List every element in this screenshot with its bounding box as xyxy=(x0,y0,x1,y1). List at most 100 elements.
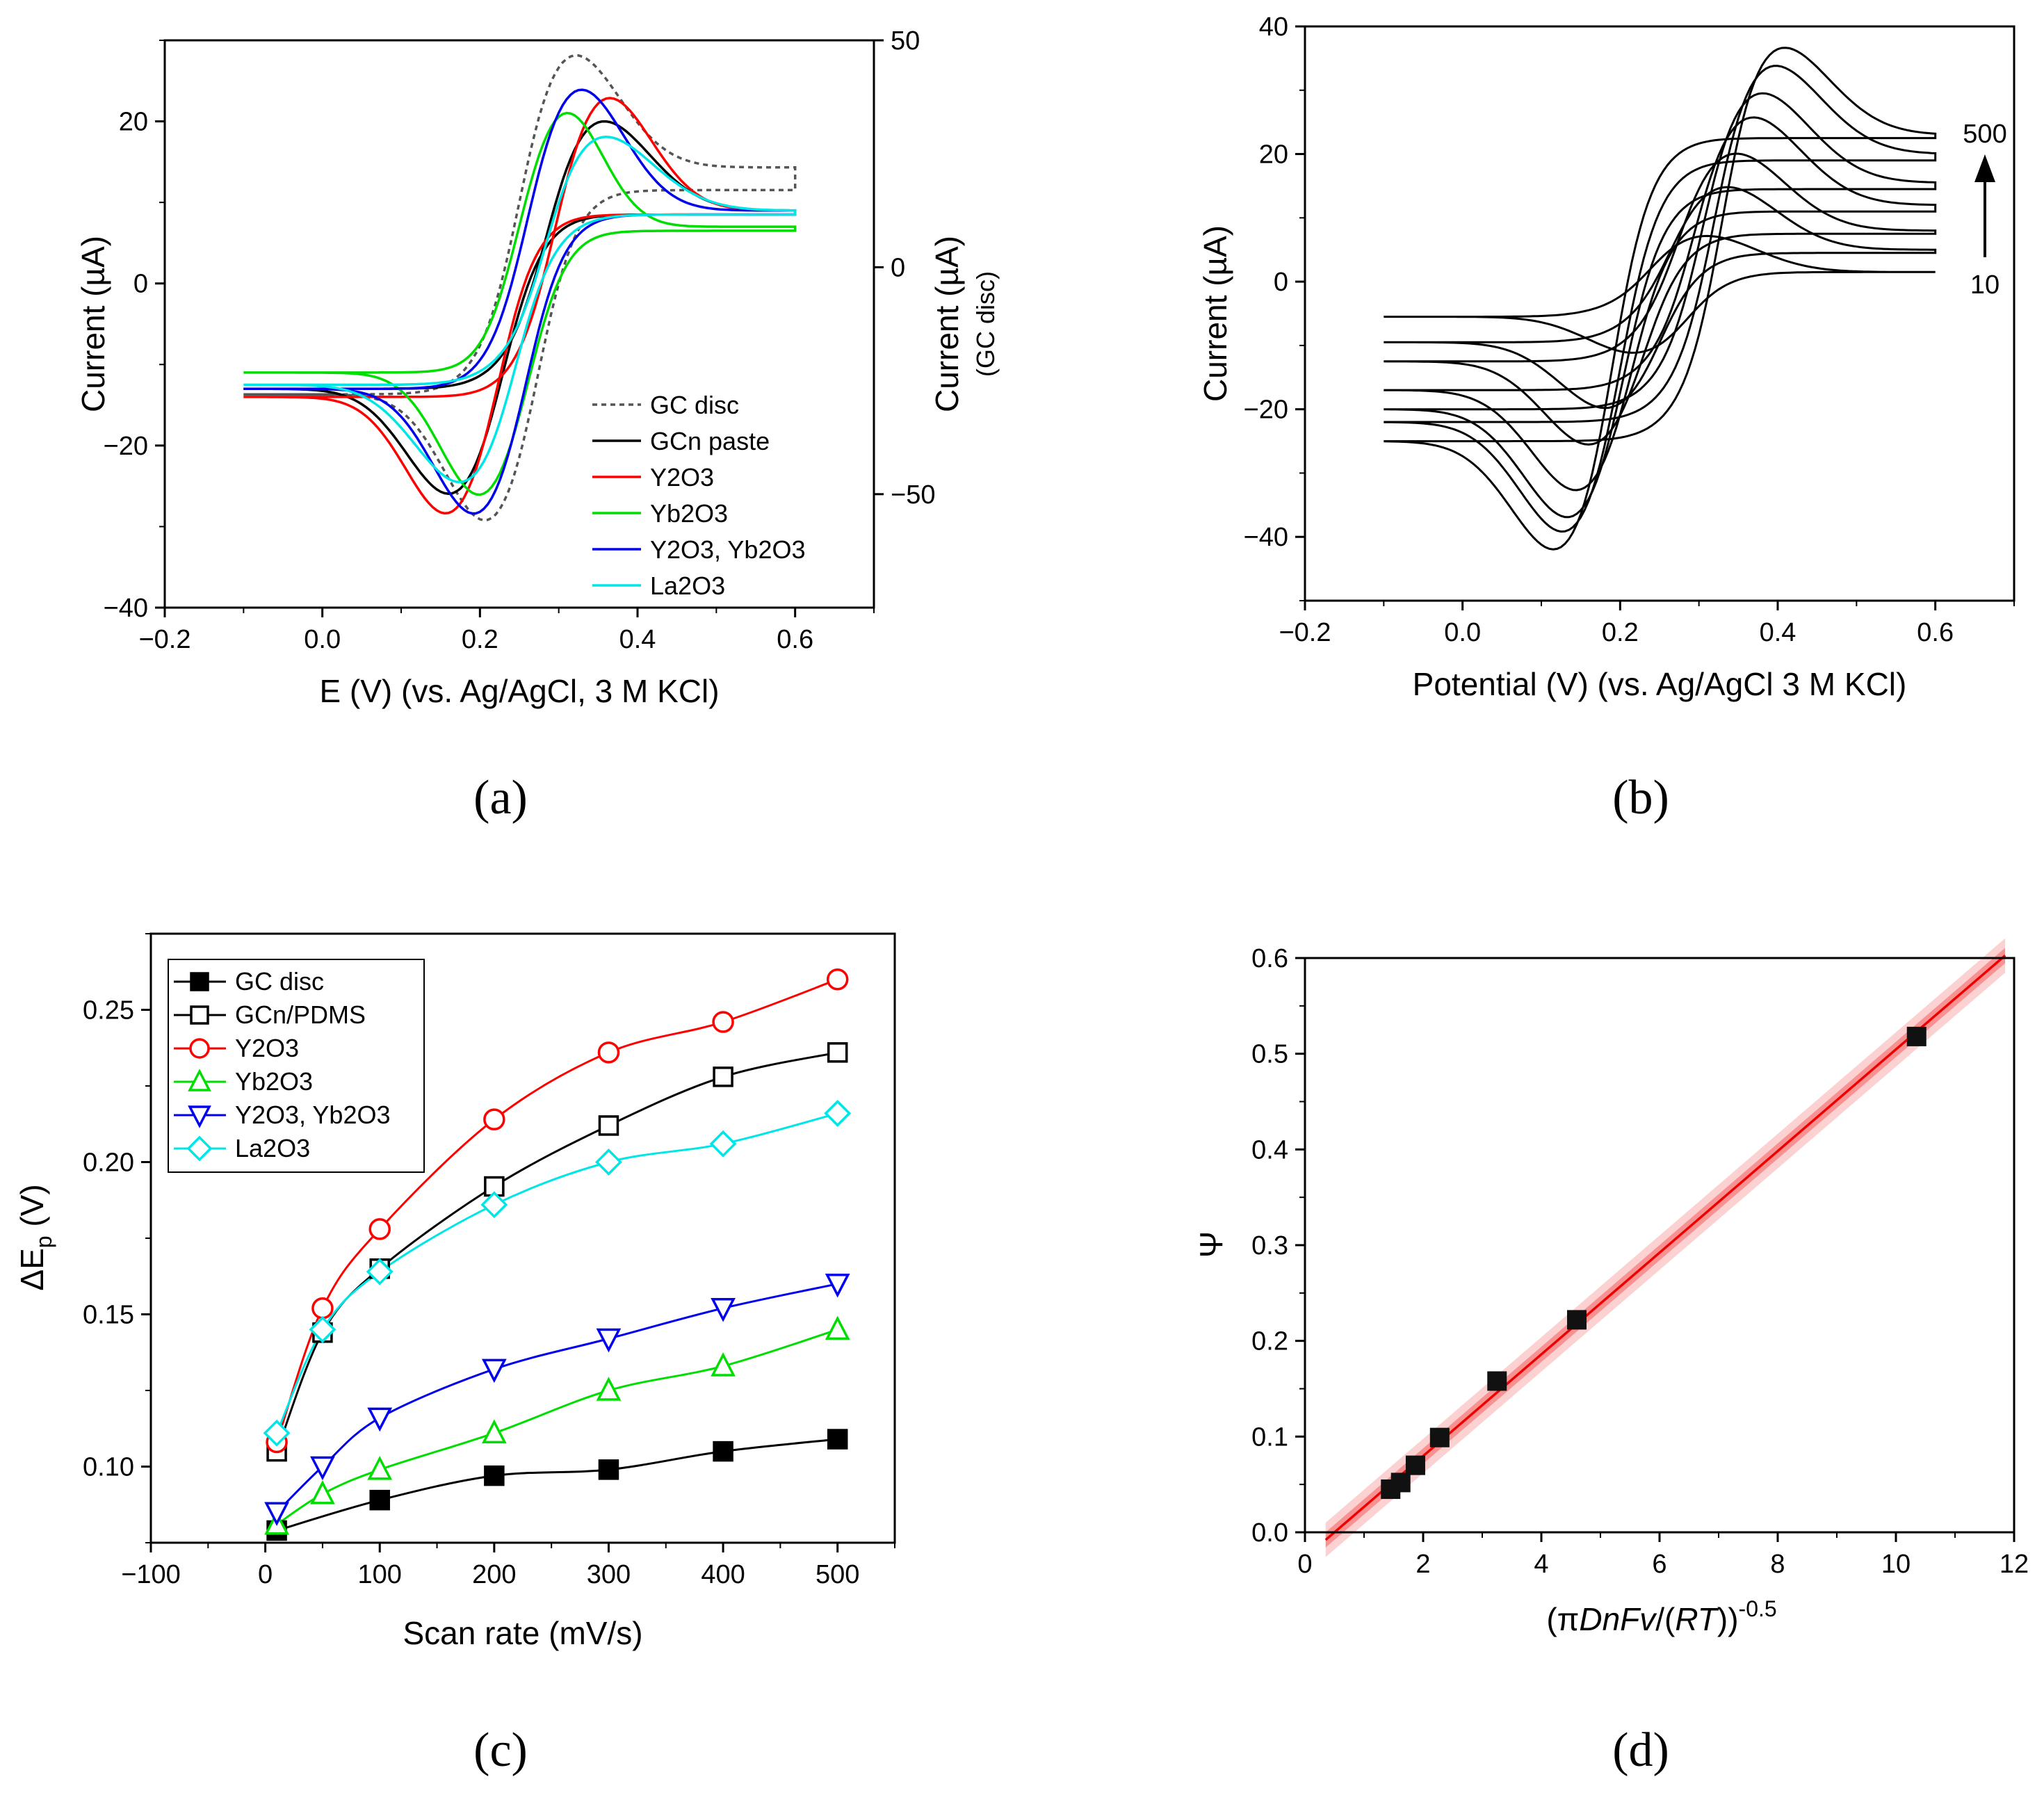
panel-a-x-ticks: −0.2 0.0 0.2 0.4 0.6 xyxy=(138,608,875,654)
panel-d-x-tick-label: 2 xyxy=(1416,1550,1430,1579)
panel-c-x-tick-label: 500 xyxy=(816,1560,859,1589)
panel-d-x-ticks: 0 2 4 6 8 10 12 xyxy=(1297,1532,2029,1579)
panel-b-scan-rate-arrow xyxy=(1974,154,1995,257)
panel-d-x-tick-label: 4 xyxy=(1534,1550,1548,1579)
panel-c-y-label-main: ΔE xyxy=(14,1248,50,1290)
panel-c-y-label: ΔEp (V) xyxy=(14,1184,56,1290)
panel-b-label: (b) xyxy=(1612,771,1669,825)
panel-b-y-tick-label: −20 xyxy=(1244,396,1288,425)
panel-d-point xyxy=(1429,1427,1450,1447)
panel-c-x-label: Scan rate (mV/s) xyxy=(403,1615,642,1651)
panel-a-x-tick-label: 0.6 xyxy=(777,625,813,654)
panel-d-x-label-close: )) xyxy=(1717,1601,1739,1637)
panel-c-legend-marker-gcn-pdms xyxy=(190,1005,209,1025)
panel-c-point-yb2o3 xyxy=(481,1419,507,1444)
panel-a-y-ticks: −40 −20 0 20 xyxy=(104,40,165,623)
panel-c-x-tick-label: 100 xyxy=(358,1560,402,1589)
panel-c-point-gc-disc xyxy=(369,1489,390,1511)
panel-c-x-ticks: −100 0 100 200 300 400 500 xyxy=(121,1543,895,1589)
panel-a-y2-ticks: −50 0 50 xyxy=(874,26,935,510)
panel-d-point xyxy=(1906,1026,1927,1046)
panel-b-curve-400 xyxy=(1384,65,1937,533)
panel-c-legend-label-la2o3: La2O3 xyxy=(235,1134,310,1162)
panel-c-y-tick-label: 0.25 xyxy=(83,996,134,1025)
panel-c-legend-label-y2o3: Y2O3 xyxy=(235,1034,299,1062)
panel-a-frame xyxy=(163,39,875,609)
panel-b: −0.2 0.0 0.2 0.4 0.6 −40 −20 0 20 40 Potential (… xyxy=(1197,13,2015,825)
panel-c-y-tick-label: 0.15 xyxy=(83,1301,134,1330)
panel-d-series xyxy=(1324,938,2006,1557)
panel-d-x-tick-label: 0 xyxy=(1297,1550,1312,1579)
panel-b-curve-10 xyxy=(1384,234,1936,354)
panel-b-curve-300 xyxy=(1384,92,1937,519)
panel-c-point-gc-disc xyxy=(827,1429,848,1450)
panel-c-point-la2o3 xyxy=(309,1315,336,1343)
panel-b-curve-100 xyxy=(1384,152,1937,446)
panel-c-point-la2o3 xyxy=(594,1149,622,1176)
panel-c-legend-box xyxy=(168,959,425,1173)
panel-d-point xyxy=(1567,1310,1587,1330)
panel-c-legend-marker-y2o3 xyxy=(189,1038,210,1059)
panel-c-label: (c) xyxy=(473,1723,528,1777)
panel-c-point-y2o3-yb2o3 xyxy=(711,1297,736,1322)
panel-c-legend-label-y2o3-yb2o3: Y2O3, Yb2O3 xyxy=(235,1101,391,1129)
panel-a-y2-sublabel: (GC disc) xyxy=(971,271,1000,377)
panel-c-point-la2o3 xyxy=(709,1130,737,1158)
panel-d-y-ticks: 0.0 0.1 0.2 0.3 0.4 0.5 0.6 xyxy=(1251,944,1305,1548)
panel-b-curve-200 xyxy=(1384,116,1937,492)
panel-d-label: (d) xyxy=(1612,1723,1669,1777)
panel-a-curve-gc-disc xyxy=(243,54,797,522)
panel-a-legend-label-y2o3-yb2o3: Y2O3, Yb2O3 xyxy=(650,535,806,564)
panel-a-y-tick-label: −20 xyxy=(104,432,148,461)
panel-a-x-tick-label: 0.0 xyxy=(304,625,341,654)
panel-a-label: (a) xyxy=(473,771,528,825)
panel-c-point-y2o3 xyxy=(597,1041,620,1064)
panel-c-y-tick-label: 0.10 xyxy=(83,1453,134,1482)
panel-c-point-y2o3 xyxy=(483,1108,505,1130)
panel-a-curve-yb2o3 xyxy=(243,111,797,496)
panel-c-point-yb2o3 xyxy=(825,1315,850,1340)
panel-c-point-y2o3 xyxy=(368,1218,391,1240)
panel-c-point-y2o3-yb2o3 xyxy=(596,1328,622,1353)
panel-c-point-gc-disc xyxy=(713,1441,733,1462)
panel-a-x-label: E (V) (vs. Ag/AgCl, 3 M KCl) xyxy=(319,673,719,709)
panel-c-point-y2o3 xyxy=(712,1011,734,1033)
panel-d-x-label: (πDnFv/(RT))-0.5 xyxy=(1546,1596,1776,1637)
panel-a-y2-tick-label: 0 xyxy=(891,253,905,282)
panel-c-point-gc-disc xyxy=(484,1465,505,1486)
panel-c-point-y2o3-yb2o3 xyxy=(481,1358,507,1384)
panel-b-x-tick-label: 0.0 xyxy=(1444,618,1481,647)
panel-c-line-gc-disc xyxy=(276,1438,838,1532)
panel-c-legend-label-yb2o3: Yb2O3 xyxy=(235,1067,313,1096)
panel-c-point-gcn-pdms xyxy=(713,1066,733,1087)
panel-c-point-gcn-pdms xyxy=(598,1115,619,1136)
panel-a-x-tick-label: −0.2 xyxy=(138,625,190,654)
panel-c-point-yb2o3 xyxy=(310,1480,335,1504)
panel-d-y-tick-label: 0.5 xyxy=(1251,1040,1288,1069)
panel-a-legend-label-gc-disc: GC disc xyxy=(650,391,739,419)
panel-b-x-tick-label: 0.2 xyxy=(1602,618,1639,647)
panel-a-curve-la2o3 xyxy=(243,136,797,484)
panel-d-x-label-sup: -0.5 xyxy=(1739,1596,1777,1621)
panel-a-y2-tick-label: −50 xyxy=(891,480,935,510)
panel-d-x-label-italic2: RT xyxy=(1675,1601,1719,1637)
panel-c-series xyxy=(263,968,852,1541)
panel-b-y-tick-label: 20 xyxy=(1259,140,1288,170)
panel-a-legend-label-y2o3: Y2O3 xyxy=(650,463,714,492)
panel-b-x-tick-label: 0.6 xyxy=(1917,618,1954,647)
panel-c-point-yb2o3 xyxy=(367,1456,393,1480)
panel-c-legend-label-gcn-pdms: GCn/PDMS xyxy=(235,1000,366,1029)
panel-c-y-label-unit: (V) xyxy=(14,1184,50,1235)
panel-c-point-la2o3 xyxy=(824,1099,852,1127)
panel-d-point xyxy=(1390,1472,1411,1493)
panel-d-y-tick-label: 0.6 xyxy=(1251,944,1288,973)
panel-a-legend-label-la2o3: La2O3 xyxy=(650,571,725,600)
panel-b-frame xyxy=(1304,25,2015,602)
panel-b-annotation-10: 10 xyxy=(1970,270,2000,300)
panel-b-y-label: Current (µA) xyxy=(1197,225,1233,402)
panel-c-point-yb2o3 xyxy=(711,1352,736,1377)
panel-c-legend-marker-la2o3 xyxy=(186,1135,213,1162)
panel-d-x-tick-label: 8 xyxy=(1770,1550,1785,1579)
panel-a-series xyxy=(243,54,797,522)
